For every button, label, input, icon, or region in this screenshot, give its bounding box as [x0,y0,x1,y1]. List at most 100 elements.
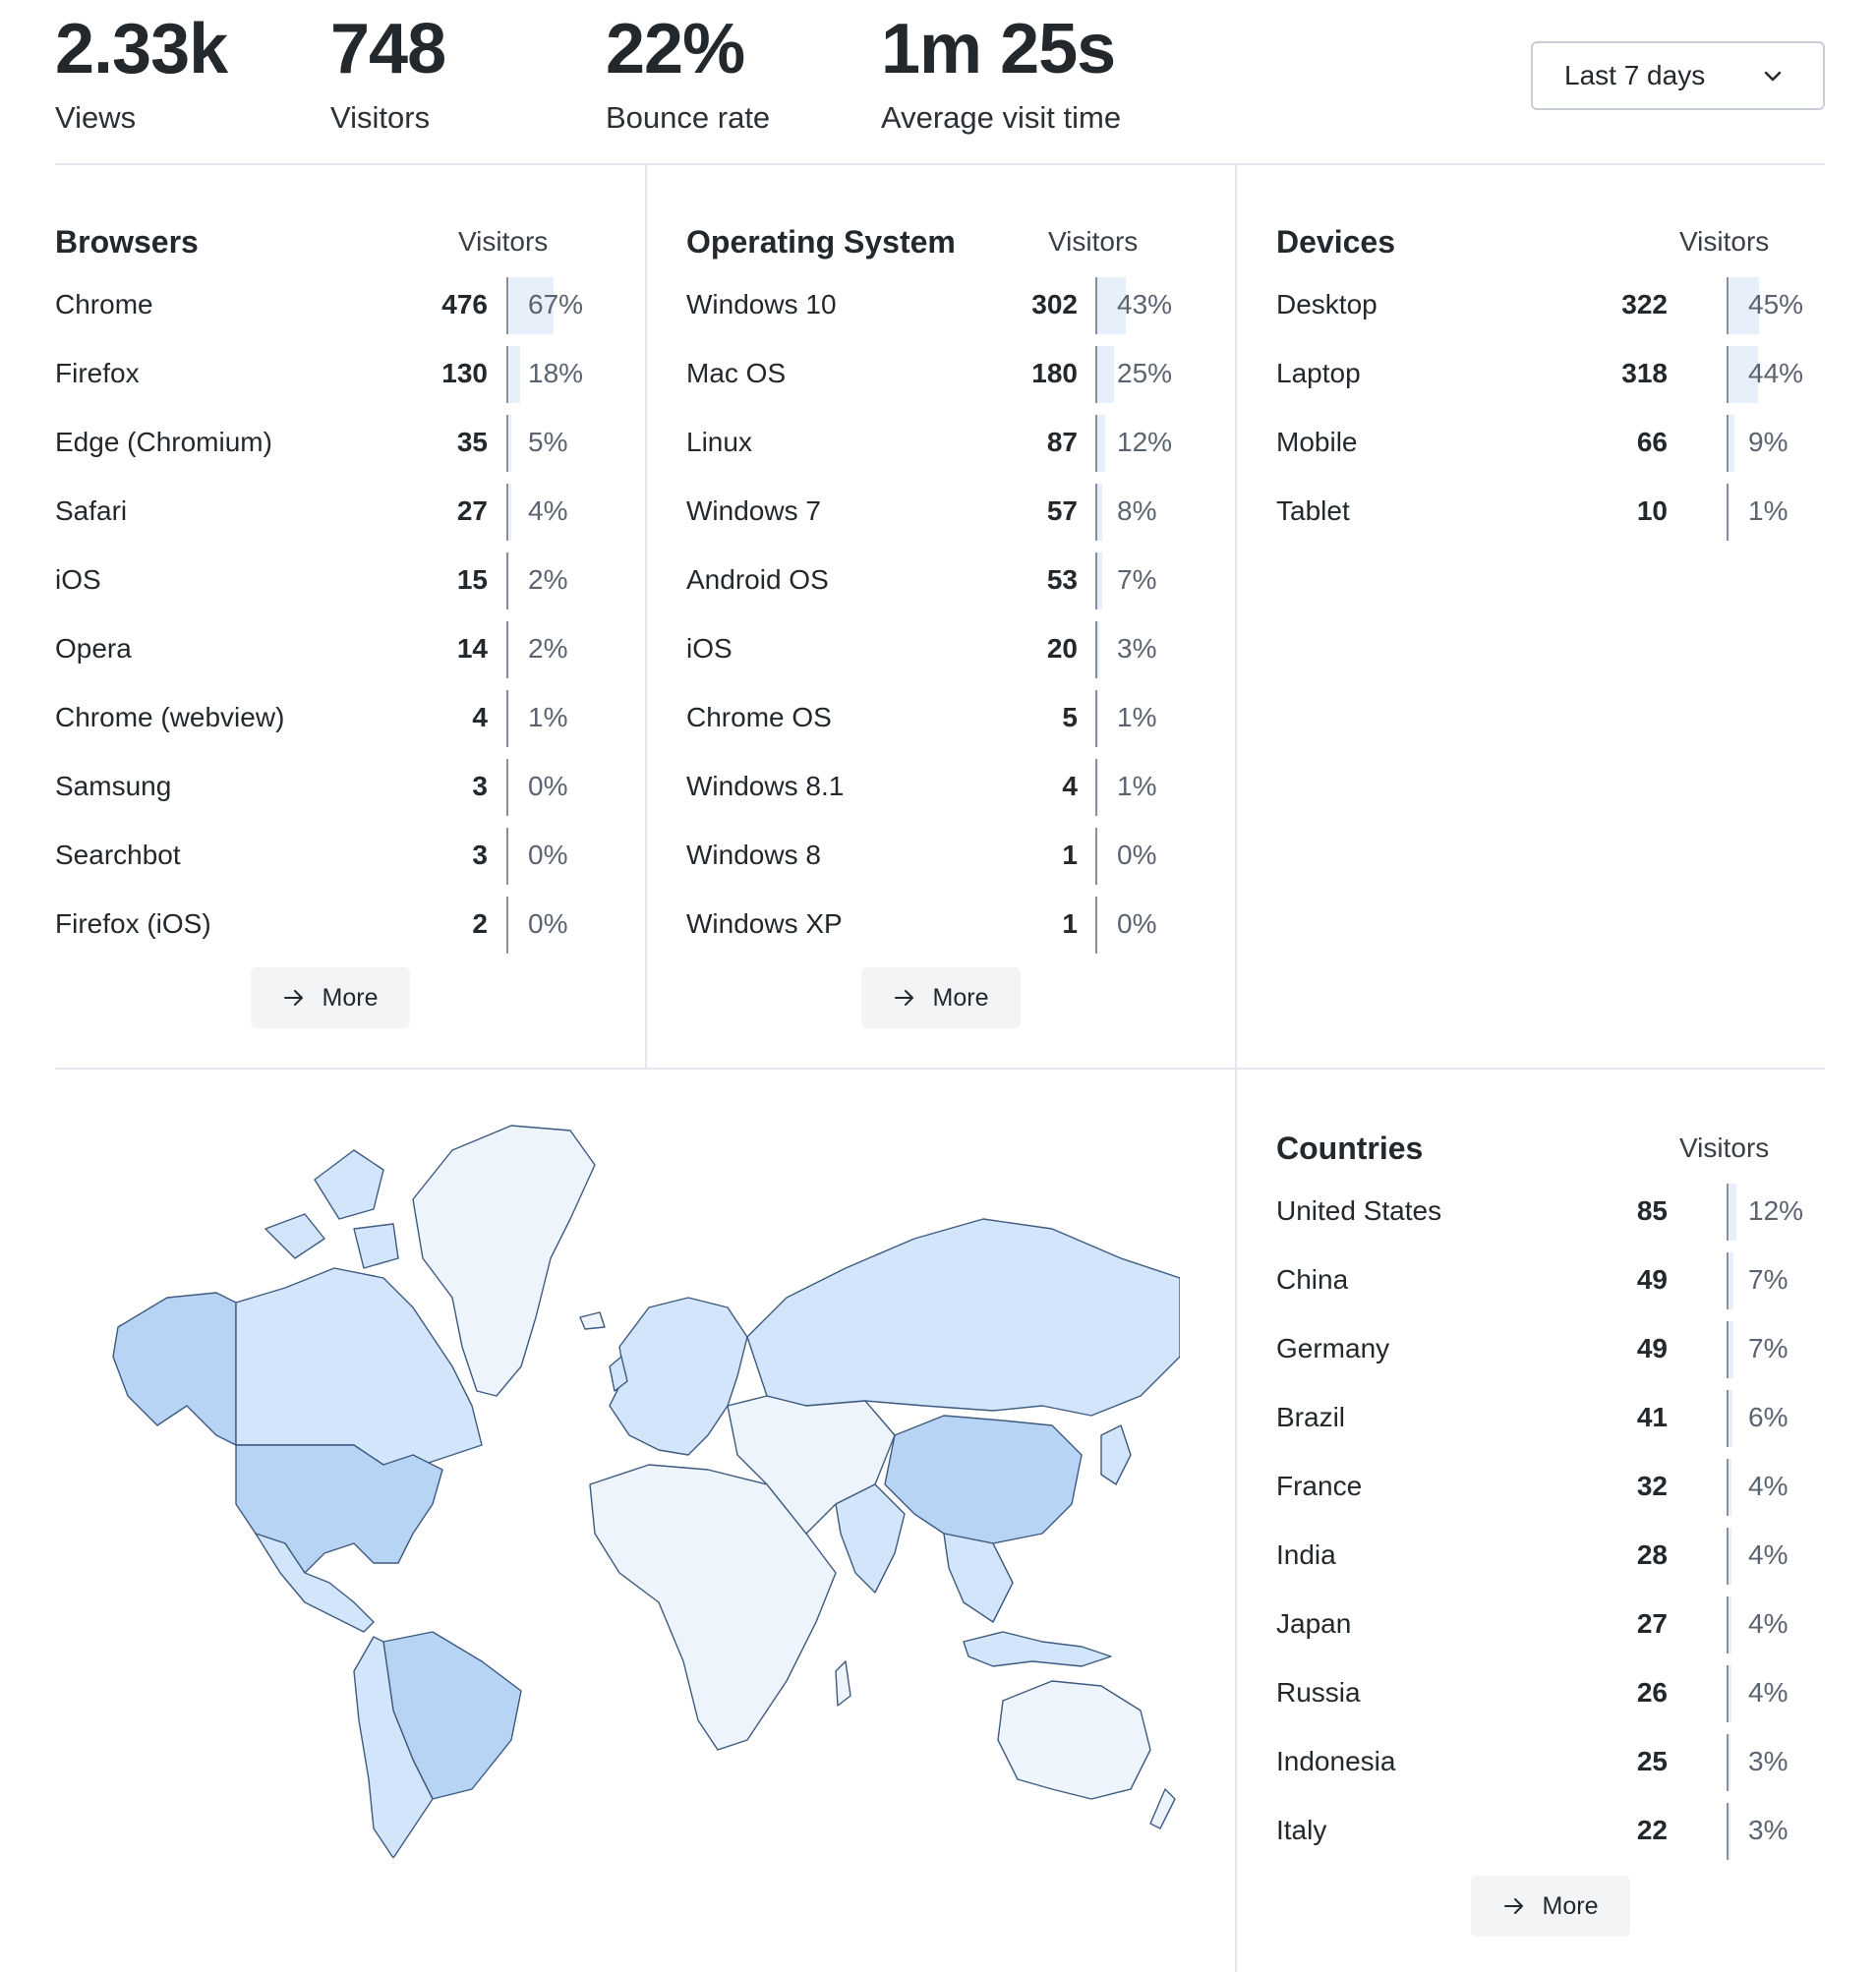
map-uk[interactable] [609,1356,628,1392]
row-count: 4 [472,702,488,732]
share-bar [1095,552,1164,609]
list-item[interactable]: Mac OS 180 25% [686,340,1207,409]
row-count: 318 [1621,358,1668,388]
list-item[interactable]: Linux 87 12% [686,409,1207,478]
share-bar-fill [1729,1184,1737,1241]
map-mexico[interactable] [255,1533,375,1633]
date-range-select[interactable]: Last 7 days [1531,41,1825,110]
row-percent: 25% [1117,358,1173,388]
share-bar-fill [1097,484,1103,541]
share-bar [1727,484,1795,541]
share-bar-fill [1729,415,1735,472]
list-item[interactable]: United States 85 12% [1276,1178,1807,1247]
row-count: 53 [1046,564,1078,595]
list-item[interactable]: Russia 26 4% [1276,1659,1807,1728]
list-item[interactable]: Tablet 10 1% [1276,478,1807,547]
list-item[interactable]: Safari 27 4% [55,478,606,547]
share-bar-fill [1729,1252,1733,1309]
row-count: 10 [1636,495,1668,526]
map-iceland[interactable] [579,1311,606,1330]
stat-value: 748 [330,10,446,88]
share-bar [1727,346,1795,403]
map-canada[interactable] [235,1267,483,1466]
row-label: Windows 10 [686,289,837,319]
row-label: Windows XP [686,908,843,939]
list-item[interactable]: Firefox (iOS) 2 0% [55,891,606,959]
row-count: 27 [456,495,488,526]
more-label: More [932,983,989,1012]
stat-bounce-rate: 22% Bounce rate [606,0,770,136]
share-bar-fill [508,621,510,678]
list-item[interactable]: Chrome 476 67% [55,271,606,340]
map-russia[interactable] [746,1218,1180,1417]
list-item[interactable]: Germany 49 7% [1276,1315,1807,1384]
list-item[interactable]: Android OS 53 7% [686,547,1207,615]
row-count: 5 [1062,702,1078,732]
list-item[interactable]: Windows 8.1 4 1% [686,753,1207,822]
operating-system-more-button[interactable]: More [861,967,1021,1028]
map-india[interactable] [835,1483,906,1594]
list-item[interactable]: Searchbot 3 0% [55,822,606,891]
map-africa[interactable] [589,1464,837,1751]
list-item[interactable]: China 49 7% [1276,1247,1807,1315]
browsers-more-button[interactable]: More [251,967,410,1028]
row-count: 85 [1636,1195,1668,1226]
list-item[interactable]: iOS 20 3% [686,615,1207,684]
list-item[interactable]: Firefox 130 18% [55,340,606,409]
map-china[interactable] [884,1415,1083,1544]
map-alaska[interactable] [112,1292,237,1446]
map-madagascar[interactable] [835,1660,851,1707]
share-bar [1095,828,1164,885]
divider [55,163,1825,165]
row-percent: 8% [1117,495,1157,526]
map-canada-islands[interactable] [264,1149,399,1269]
list-item[interactable]: France 32 4% [1276,1453,1807,1522]
map-southeast-asia[interactable] [943,1533,1014,1623]
operating-system-panel: Operating System Visitors Windows 10 302 4… [686,216,1207,1042]
list-item[interactable]: Windows 8 1 0% [686,822,1207,891]
operating-system-list: Windows 10 302 43% Mac OS 180 25% Linux 87 12%… [686,271,1207,959]
map-new-zealand[interactable] [1149,1788,1176,1829]
list-item[interactable]: Mobile 66 9% [1276,409,1807,478]
list-item[interactable]: Windows XP 1 0% [686,891,1207,959]
list-item[interactable]: Chrome (webview) 4 1% [55,684,606,753]
list-item[interactable]: Italy 22 3% [1276,1797,1807,1866]
list-item[interactable]: Indonesia 25 3% [1276,1728,1807,1797]
row-percent: 4% [528,495,568,526]
map-greenland[interactable] [412,1125,596,1397]
list-item[interactable]: Windows 7 57 8% [686,478,1207,547]
row-label: iOS [686,633,733,664]
list-item[interactable]: iOS 15 2% [55,547,606,615]
list-item[interactable]: Japan 27 4% [1276,1591,1807,1659]
row-count: 27 [1636,1608,1668,1639]
list-item[interactable]: Edge (Chromium) 35 5% [55,409,606,478]
list-item[interactable]: Chrome OS 5 1% [686,684,1207,753]
map-australia[interactable] [997,1680,1151,1800]
map-south-america[interactable] [353,1636,434,1858]
row-count: 35 [456,427,488,457]
row-percent: 12% [1117,427,1173,457]
arrow-right-icon [1503,1898,1523,1914]
row-percent: 3% [1748,1815,1788,1845]
share-bar [1095,621,1164,678]
row-count: 66 [1636,427,1668,457]
countries-more-button[interactable]: More [1471,1876,1630,1937]
row-count: 22 [1636,1815,1668,1845]
list-item[interactable]: Windows 10 302 43% [686,271,1207,340]
list-item[interactable]: Laptop 318 44% [1276,340,1807,409]
list-item[interactable]: Desktop 322 45% [1276,271,1807,340]
list-item[interactable]: Opera 14 2% [55,615,606,684]
map-europe[interactable] [609,1297,748,1456]
arrow-right-icon [894,990,913,1006]
countries-panel: Countries Visitors United States 85 12% Ch… [1276,1123,1807,1968]
map-united-states[interactable] [235,1444,443,1574]
map-japan[interactable] [1100,1424,1132,1485]
list-item[interactable]: India 28 4% [1276,1522,1807,1591]
row-percent: 9% [1748,427,1788,457]
list-item[interactable]: Brazil 41 6% [1276,1384,1807,1453]
arrow-right-icon [283,990,303,1006]
row-count: 322 [1621,289,1668,319]
map-indonesia[interactable] [963,1631,1112,1667]
row-label: Android OS [686,564,829,595]
list-item[interactable]: Samsung 3 0% [55,753,606,822]
